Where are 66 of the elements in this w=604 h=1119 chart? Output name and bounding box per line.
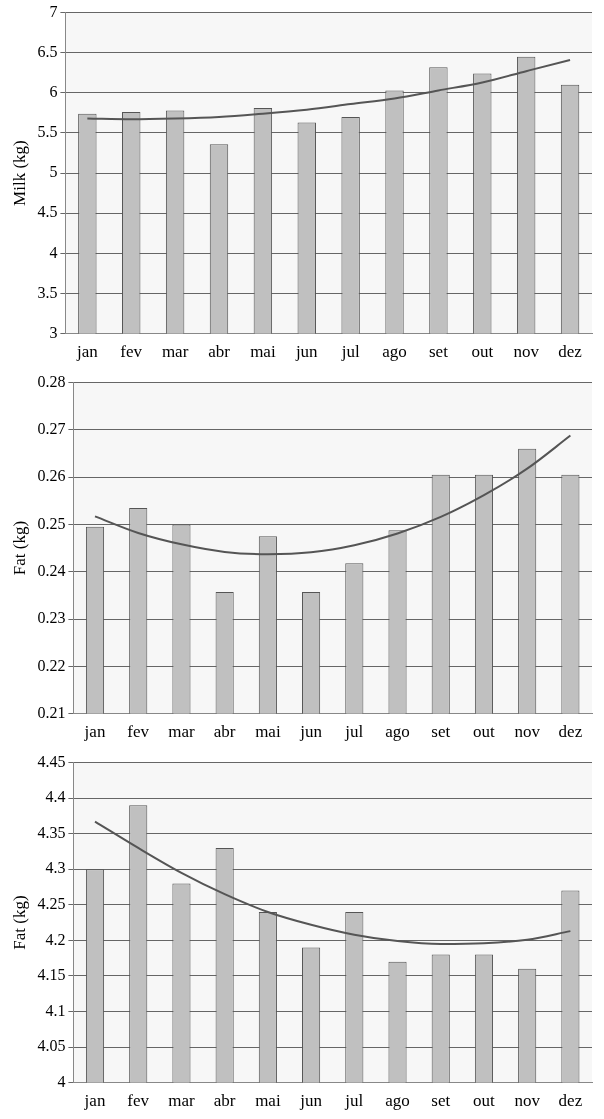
y-tick-label: 4.35 bbox=[37, 823, 66, 841]
x-tick-label: nov bbox=[514, 722, 541, 742]
y-tick-label: 6.5 bbox=[37, 42, 58, 60]
y-tick-label: 5.5 bbox=[37, 123, 58, 141]
x-tick-label: jun bbox=[294, 342, 319, 362]
y-axis-title: Fat (kg) bbox=[9, 520, 29, 576]
x-tick-label: mar bbox=[168, 722, 195, 742]
x-tick-label: ago bbox=[382, 342, 407, 362]
x-tick-label: dez bbox=[558, 342, 583, 362]
x-tick-label: fev bbox=[127, 722, 150, 742]
x-tick-label: fev bbox=[120, 342, 143, 362]
x-tick-label: set bbox=[431, 722, 451, 742]
y-tick-label: 4.4 bbox=[45, 788, 66, 806]
x-tick-label: abr bbox=[213, 722, 236, 742]
x-tick-label: dez bbox=[558, 1091, 583, 1111]
y-tick-label: 4.15 bbox=[37, 966, 66, 984]
x-tick-label: nov bbox=[514, 1091, 541, 1111]
y-tick-label: 0.24 bbox=[37, 561, 66, 579]
y-tick-label: 3.5 bbox=[37, 283, 58, 301]
x-tick-label: abr bbox=[213, 1091, 236, 1111]
x-tick-label: out bbox=[473, 1091, 496, 1111]
y-tick-label: 3 bbox=[49, 323, 58, 341]
x-tick-label: fev bbox=[127, 1091, 150, 1111]
x-tick-label: dez bbox=[558, 722, 583, 742]
y-tick-label: 6 bbox=[49, 83, 58, 101]
y-axis-title: Milk (kg) bbox=[9, 140, 29, 206]
x-tick-label: set bbox=[428, 342, 449, 362]
x-tick-label: out bbox=[471, 342, 494, 362]
y-tick-label: 0.23 bbox=[37, 609, 66, 627]
x-tick-label: jun bbox=[299, 722, 323, 742]
x-tick-label: out bbox=[473, 722, 496, 742]
y-tick-label: 4.2 bbox=[45, 930, 66, 948]
y-tick-label: 5 bbox=[49, 163, 58, 181]
x-tick-label: mar bbox=[161, 342, 189, 362]
x-tick-label: jan bbox=[83, 1091, 106, 1111]
x-tick-label: mai bbox=[250, 342, 276, 362]
y-tick-label: 4.05 bbox=[37, 1037, 66, 1055]
x-tick-label: set bbox=[431, 1091, 451, 1111]
y-tick-label: 0.22 bbox=[37, 656, 66, 674]
y-tick-label: 0.26 bbox=[37, 467, 66, 485]
y-tick-label: 4.1 bbox=[45, 1001, 66, 1019]
x-tick-label: ago bbox=[385, 1091, 410, 1111]
x-tick-label: jul bbox=[340, 342, 360, 362]
y-tick-label: 7 bbox=[49, 2, 58, 20]
y-tick-label: 4.5 bbox=[37, 203, 58, 221]
y-tick-label: 4 bbox=[49, 243, 58, 261]
x-tick-label: jan bbox=[83, 722, 106, 742]
y-tick-label: 4.3 bbox=[45, 859, 66, 877]
y-axis-title: Fat (kg) bbox=[9, 895, 29, 950]
x-tick-label: nov bbox=[513, 342, 540, 362]
y-tick-label: 4.25 bbox=[37, 895, 66, 913]
y-tick-label: 4 bbox=[57, 1072, 66, 1090]
y-tick-label: 0.27 bbox=[37, 420, 66, 438]
y-tick-label: 0.28 bbox=[37, 372, 66, 390]
x-tick-label: mar bbox=[168, 1091, 195, 1111]
x-tick-label: jul bbox=[344, 722, 364, 742]
x-tick-label: jun bbox=[299, 1091, 323, 1111]
x-tick-label: jul bbox=[344, 1091, 364, 1111]
x-tick-label: jan bbox=[75, 342, 99, 362]
y-tick-label: 4.45 bbox=[37, 752, 66, 770]
x-tick-label: mai bbox=[255, 722, 281, 742]
x-tick-label: ago bbox=[385, 722, 410, 742]
x-tick-label: abr bbox=[208, 342, 231, 362]
y-tick-label: 0.21 bbox=[37, 703, 66, 721]
x-tick-label: mai bbox=[255, 1091, 281, 1111]
y-tick-label: 0.25 bbox=[37, 514, 66, 532]
